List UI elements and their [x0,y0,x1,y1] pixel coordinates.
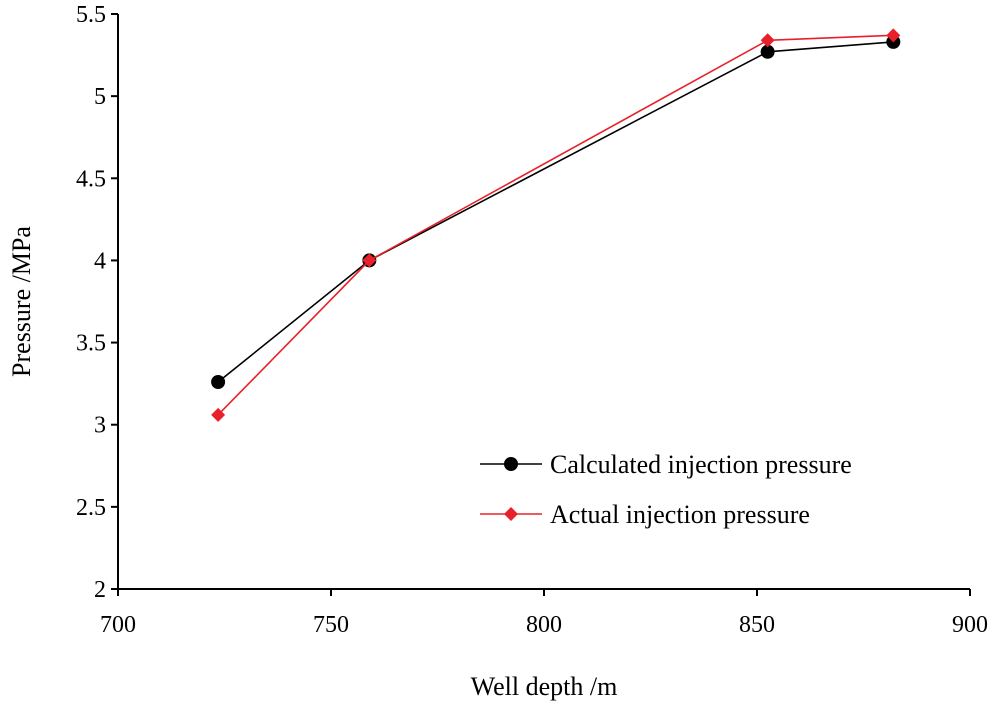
x-axis-title: Well depth /m [471,672,618,701]
x-tick-label: 850 [739,612,775,638]
y-tick-label: 2.5 [76,495,106,521]
y-axis-title: Pressure /MPa [7,226,36,377]
y-ticks: 2 2.5 3 3.5 4 4.5 5 5.5 [76,2,118,603]
y-tick-label: 4.5 [76,166,106,192]
data-point [760,33,775,48]
series-line [217,34,894,416]
data-point [211,375,226,389]
legend: Calculated injection pressure Actual inje… [480,450,852,529]
y-tick-label: 5.5 [76,2,106,28]
data-point [886,28,901,43]
y-tick-label: 3.5 [76,331,106,357]
series-layer [211,28,901,422]
x-ticks: 700 750 800 850 900 [100,589,988,638]
legend-marker [504,457,518,471]
y-tick-label: 5 [94,84,106,110]
x-tick-label: 750 [313,612,349,638]
x-tick-label: 700 [100,612,136,638]
series-2 [211,28,901,422]
legend-item: Calculated injection pressure [480,450,852,479]
data-point [760,44,775,59]
data-point [362,253,377,268]
x-tick-label: 800 [526,612,562,638]
y-tick-label: 2 [94,577,106,603]
legend-marker [504,507,518,521]
legend-label: Calculated injection pressure [550,450,852,479]
legend-label: Actual injection pressure [550,500,810,529]
x-tick-label: 900 [952,612,988,638]
data-point [211,407,226,422]
series-1 [211,34,901,389]
series-line [217,41,894,383]
axes [117,14,970,590]
y-tick-label: 4 [94,248,106,274]
legend-item: Actual injection pressure [480,500,810,529]
y-tick-label: 3 [94,413,106,439]
